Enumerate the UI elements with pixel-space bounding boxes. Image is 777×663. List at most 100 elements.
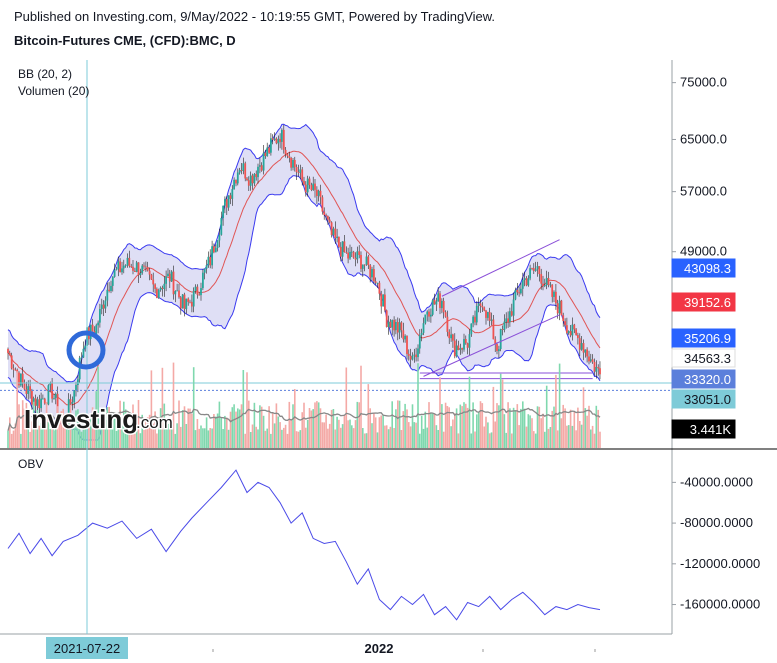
candle [23,379,26,391]
candle [225,196,228,215]
volume-bar [123,401,125,448]
x-date-label: 2021-07-22 [54,641,121,656]
volume-bar [404,403,406,448]
volume-bar [553,406,555,448]
obv-tick-label: -80000.0000 [680,515,753,530]
volume-bar [352,428,355,448]
candle [229,192,232,205]
volume-bar [169,422,171,448]
candle [577,332,579,345]
candle [40,392,42,412]
candle [115,266,118,271]
volume-bar [104,419,107,448]
candle [209,249,212,269]
candle [137,262,140,283]
candle [481,302,484,312]
volume-bar [209,428,211,448]
candle [380,290,383,314]
bb-lower [7,175,601,441]
candle [157,288,160,299]
volume-bar [110,413,112,448]
volume-bar [459,404,462,448]
volume-bar [227,429,230,448]
volume-bar [148,414,151,448]
volume-bar [341,424,344,448]
volume-bar [466,407,469,448]
obv-tick-label: -120000.0000 [680,556,760,571]
volume-bar [536,406,539,448]
volume-bar [575,430,577,448]
candle [599,361,601,380]
volume-bar [470,433,473,448]
candle [104,296,107,313]
volume-bar [23,408,26,448]
candle [371,266,373,281]
volume-bar [229,411,232,448]
volume-bar [420,415,423,448]
candle [18,371,20,388]
candle [150,273,153,280]
candle [584,349,587,358]
candle [14,367,17,371]
volume-bar [202,428,204,448]
volume-bar [25,402,28,448]
candle [472,315,474,328]
candle [496,342,498,355]
candle [330,221,333,238]
candle [273,132,276,141]
volume-bar [257,429,259,448]
volume-bar [360,365,362,448]
candle [154,283,156,294]
volume-bar [452,419,454,448]
candle [453,333,456,359]
volume-bar [66,425,68,448]
candle [387,315,390,335]
volume-bar [363,433,366,448]
volume-bar [560,418,563,448]
candle [91,318,94,332]
volume-bar [130,433,132,448]
candle [406,335,408,360]
candle [350,246,353,257]
candle [270,133,272,156]
volume-bar [218,401,221,448]
volume-bar [146,417,149,448]
price-label-box: 35206.9 [671,328,736,348]
candle [321,195,324,215]
volume-bar [588,405,590,448]
volume-bar [128,430,131,448]
price-label-text: 3.441K [690,422,732,437]
candle [279,133,281,149]
candle [422,317,425,336]
volume-bar [330,409,333,448]
candle [389,319,392,328]
volume-bar [32,401,35,448]
volume-bar [472,402,474,448]
volume-bar [529,415,531,448]
volume-bar [590,429,592,448]
candle [220,211,223,236]
volume-bar [347,420,349,448]
volume-bar [426,427,428,448]
candle [358,245,361,259]
candle [303,176,305,186]
candle [167,268,169,277]
volume-bar [398,400,401,448]
candle [591,354,594,364]
volume-bar [380,415,382,448]
volume-bar [531,418,533,448]
volume-bar [369,408,371,448]
candle [553,290,555,302]
volume-bar [277,416,280,448]
candle [148,267,151,281]
x-year-label: 2022 [365,641,394,656]
candle [12,364,15,378]
volume-bar [319,408,322,448]
volume-bar [321,422,324,448]
candle [589,353,592,363]
price-pane [0,123,672,441]
volume-bar [312,409,314,448]
candle [135,260,138,273]
candle [145,261,147,272]
